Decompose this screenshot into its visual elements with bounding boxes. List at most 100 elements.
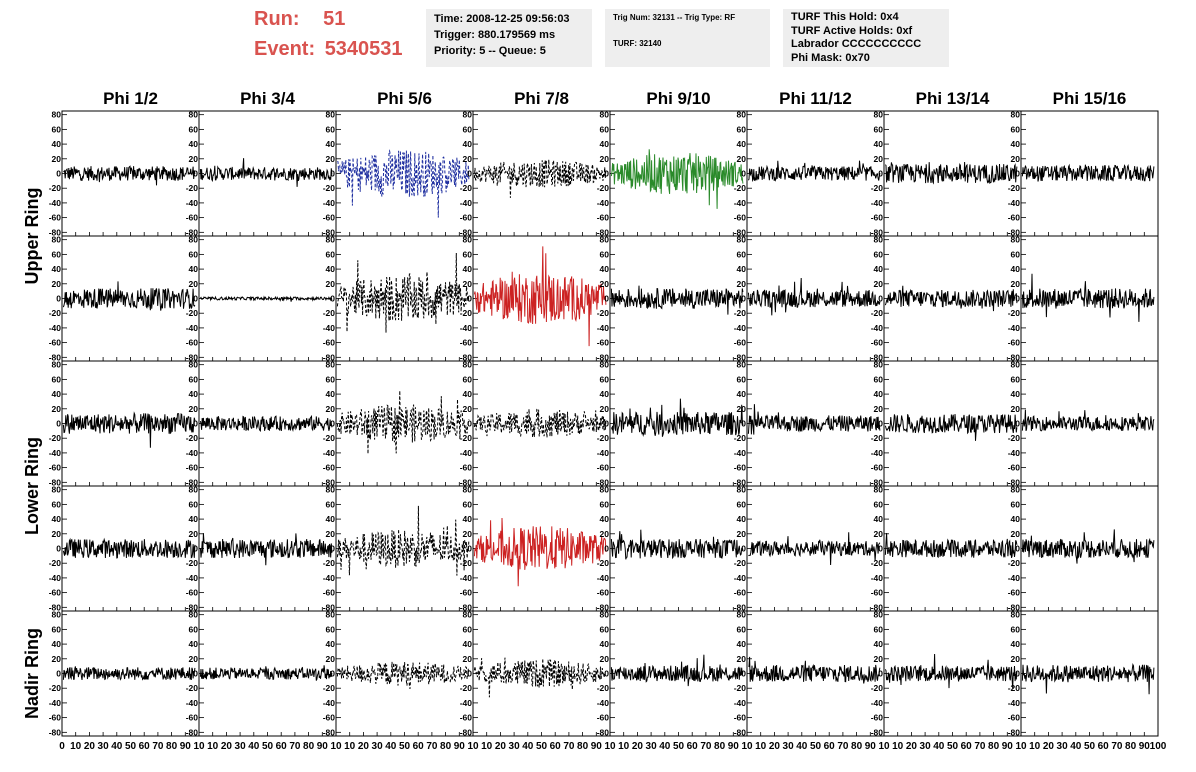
waveform-trace: [610, 285, 744, 315]
panel-r1-c4: 80 60 40 20 0 -20 -40 -60 -80: [460, 110, 611, 237]
panel-r5-c5: 80 60 40 20 0 -20 -40 -60 -80: [597, 610, 748, 737]
y-tick-label: 0: [878, 544, 883, 554]
y-tick-label: 40: [874, 389, 884, 399]
y-tick-label: -40: [871, 698, 884, 708]
y-tick-label: 80: [463, 110, 473, 120]
y-tick-label: 60: [600, 374, 610, 384]
y-tick-label: 0: [193, 669, 198, 679]
y-tick-label: -80: [871, 727, 884, 737]
y-tick-label: -80: [323, 227, 336, 237]
x-tick-label: 50: [947, 741, 959, 752]
x-tick-label: 60: [687, 741, 699, 752]
panel-r5-c3: 80 60 40 20 0 -20 -40 -60 -80: [323, 610, 474, 737]
waveform-trace: [1021, 273, 1155, 322]
y-tick-label: 40: [874, 264, 884, 274]
x-tick-label: 10: [755, 741, 767, 752]
x-tick-label: 40: [385, 741, 397, 752]
y-tick-label: 80: [463, 610, 473, 620]
y-tick-label: -60: [460, 213, 473, 223]
x-tick-label: 20: [769, 741, 781, 752]
y-tick-label: 60: [600, 249, 610, 259]
y-tick-label: -60: [871, 338, 884, 348]
y-tick-label: 60: [326, 124, 336, 134]
y-tick-label: 80: [463, 485, 473, 495]
column-header-3: Phi 5/6: [377, 89, 432, 108]
x-tick-label: 20: [632, 741, 644, 752]
x-tick-label: 100: [1150, 741, 1167, 752]
panel-r5-c2: 80 60 40 20 0 -20 -40 -60 -80: [186, 610, 337, 737]
y-tick-label: -60: [597, 713, 610, 723]
x-tick-label: 90: [317, 741, 329, 752]
y-tick-label: -60: [597, 463, 610, 473]
y-tick-label: 40: [463, 639, 473, 649]
y-tick-label: 0: [193, 419, 198, 429]
turf-info-box: TURF This Hold: 0x4 TURF Active Holds: 0…: [783, 9, 949, 67]
y-tick-label: 20: [737, 279, 747, 289]
y-tick-label: -20: [186, 683, 199, 693]
panel-r1-c2: 80 60 40 20 0 -20 -40 -60 -80: [186, 110, 337, 237]
y-tick-label: -60: [49, 588, 62, 598]
x-tick-label: 80: [1125, 741, 1137, 752]
y-tick-label: -60: [460, 338, 473, 348]
y-tick-label: -20: [460, 308, 473, 318]
y-tick-label: 60: [1011, 249, 1021, 259]
y-tick-label: 40: [874, 639, 884, 649]
y-tick-label: -20: [1008, 183, 1021, 193]
column-header-2: Phi 3/4: [240, 89, 295, 108]
waveform-trace: [1021, 163, 1155, 182]
y-tick-label: 60: [737, 249, 747, 259]
y-tick-label: -80: [460, 352, 473, 362]
y-tick-label: 20: [52, 279, 62, 289]
y-tick-label: -60: [871, 463, 884, 473]
y-tick-label: -20: [323, 183, 336, 193]
y-tick-label: -20: [597, 683, 610, 693]
y-tick-label: 80: [189, 610, 199, 620]
x-tick-label: 80: [166, 741, 178, 752]
y-tick-label: 80: [463, 235, 473, 245]
y-tick-label: -60: [186, 713, 199, 723]
y-tick-label: -20: [597, 183, 610, 193]
waveform-trace: [610, 398, 744, 437]
y-tick-label: -60: [186, 338, 199, 348]
y-tick-label: -20: [597, 308, 610, 318]
y-tick-label: -60: [49, 338, 62, 348]
y-tick-label: -80: [49, 727, 62, 737]
y-tick-label: -40: [186, 323, 199, 333]
column-header-7: Phi 13/14: [916, 89, 990, 108]
x-tick-label: 70: [426, 741, 438, 752]
panel-r2-c1: 80 60 40 20 0 -20 -40 -60 -80: [49, 235, 200, 362]
y-tick-label: -40: [460, 323, 473, 333]
y-tick-label: -40: [460, 448, 473, 458]
y-tick-label: 0: [467, 669, 472, 679]
y-tick-label: -20: [49, 558, 62, 568]
y-tick-label: -20: [1008, 683, 1021, 693]
y-tick-label: -80: [49, 602, 62, 612]
waveform-trace: [62, 411, 196, 448]
y-tick-label: 80: [737, 235, 747, 245]
y-tick-label: 20: [874, 154, 884, 164]
x-tick-label: 30: [1057, 741, 1069, 752]
y-tick-label: -60: [460, 588, 473, 598]
y-tick-label: -80: [49, 477, 62, 487]
y-tick-label: 40: [1011, 639, 1021, 649]
run-label-text: Run:: [254, 8, 300, 30]
x-tick-label: 60: [961, 741, 973, 752]
y-tick-label: 80: [600, 360, 610, 370]
trig-info-box: Trig Num: 32131 -- Trig Type: RF TURF: 3…: [605, 9, 770, 67]
y-tick-label: -80: [186, 227, 199, 237]
y-tick-label: 20: [463, 654, 473, 664]
y-tick-label: 60: [1011, 499, 1021, 509]
y-tick-label: 20: [326, 279, 336, 289]
y-tick-label: -40: [49, 573, 62, 583]
waveform-trace: [610, 654, 744, 687]
x-tick-label: 10: [1015, 741, 1027, 752]
y-tick-label: 60: [326, 624, 336, 634]
y-tick-label: 20: [326, 404, 336, 414]
y-tick-label: 60: [1011, 374, 1021, 384]
y-tick-label: 40: [600, 389, 610, 399]
panel-r1-c1: 80 60 40 20 0 -20 -40 -60 -80: [49, 110, 200, 237]
y-tick-label: 40: [463, 139, 473, 149]
y-tick-label: -60: [1008, 338, 1021, 348]
run-number: 51: [323, 8, 346, 30]
y-tick-label: -80: [871, 602, 884, 612]
